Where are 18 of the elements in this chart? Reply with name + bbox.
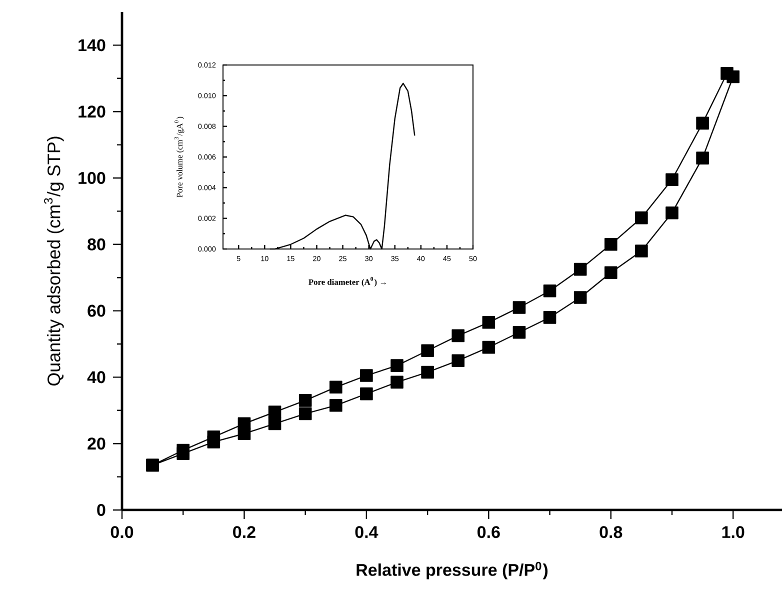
y-tick-label: 60	[88, 304, 106, 317]
y-tick-label: 40	[87, 371, 106, 384]
x-tick-label: 0.4	[355, 526, 378, 538]
y-axis-title: Pore volume (cm$^{3}$/gA$^{0}$)	[174, 116, 184, 198]
y-tick-label: 120	[78, 106, 106, 118]
x-tick-label: 0.8	[600, 526, 622, 538]
y-tick-label: 80	[88, 238, 106, 250]
y-tick-label: 100	[78, 172, 106, 184]
y-tick-label: 140	[78, 39, 106, 52]
x-tick-label: 1.0	[722, 526, 744, 538]
x-axis-title: Relative pressure (P/P$^{0}$)	[356, 562, 548, 580]
x-tick-label: 0.0	[110, 526, 134, 538]
x-tick-label: 0.6	[478, 526, 500, 538]
x-tick-label: 0.2	[233, 526, 256, 538]
y-axis-title: Quantity adsorbed (cm$^{3}$/g STP)	[44, 136, 64, 386]
y-tick-label: 0	[97, 504, 106, 516]
x-axis-title: Pore diameter (A$^{0}$) →	[308, 276, 386, 287]
y-tick-label: 20	[88, 438, 106, 450]
